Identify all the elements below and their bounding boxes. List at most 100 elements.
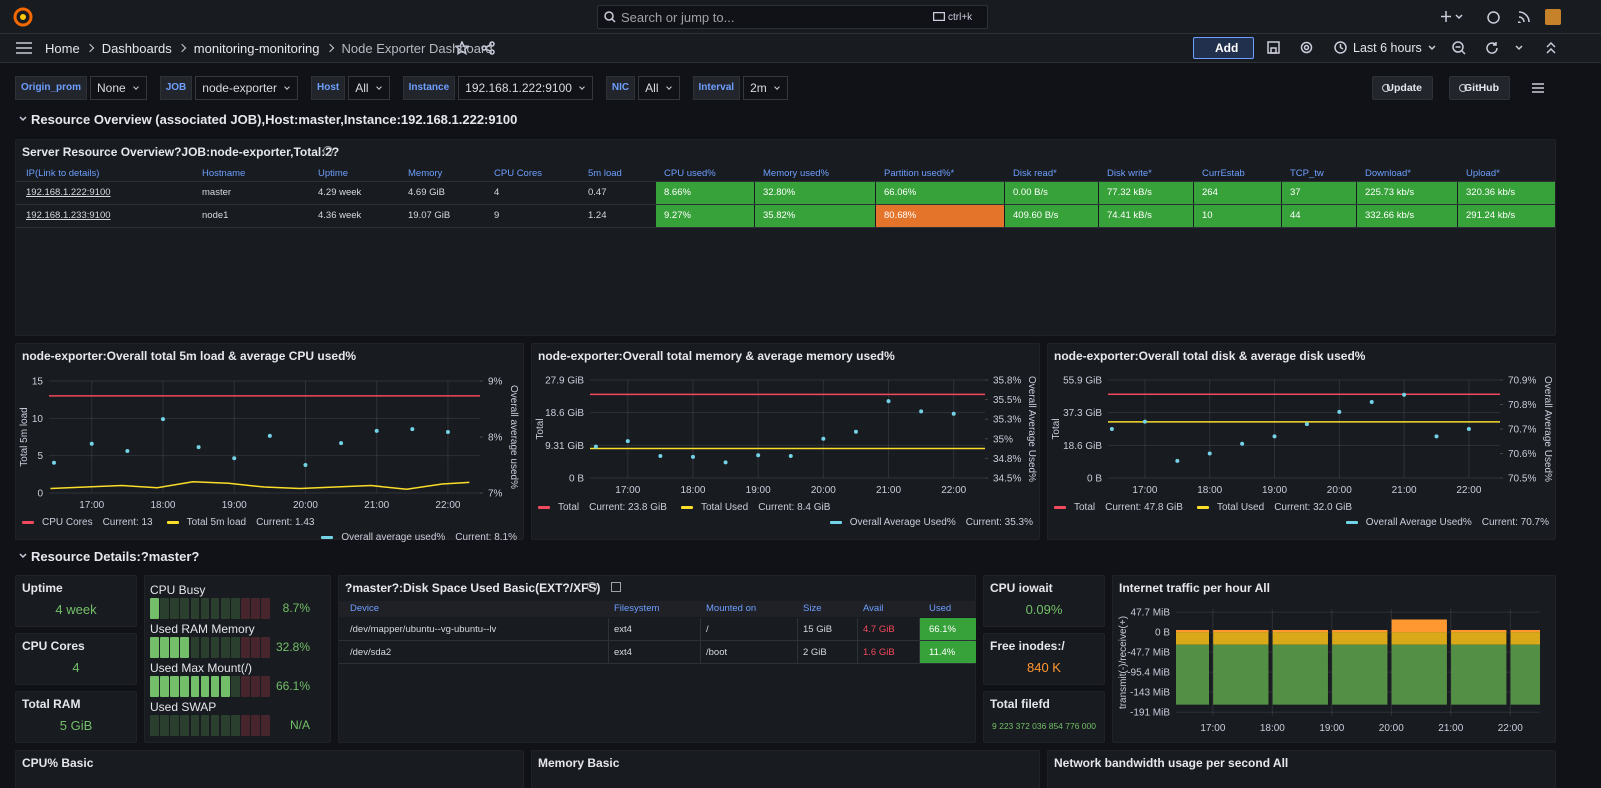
- cell-divider: [608, 641, 609, 663]
- data-point: [658, 454, 663, 459]
- dropdown-caret: [375, 84, 382, 90]
- legend-name[interactable]: Overall average used%: [341, 532, 446, 543]
- data-point: [756, 453, 761, 458]
- settings-icon[interactable]: [1300, 41, 1313, 54]
- table-cell: 11.4%: [929, 647, 956, 658]
- column-header[interactable]: TCP_tw: [1290, 168, 1324, 179]
- column-header[interactable]: Memory used%: [763, 168, 829, 179]
- column-header[interactable]: 5m load: [588, 168, 622, 179]
- column-header[interactable]: Download*: [1365, 168, 1411, 179]
- save-icon[interactable]: [1267, 41, 1280, 54]
- toolbar-button[interactable]: Update: [1372, 76, 1433, 100]
- column-header[interactable]: Avail: [863, 603, 884, 614]
- legend-name[interactable]: Overall Average Used%: [1365, 517, 1472, 528]
- search-box[interactable]: [597, 5, 988, 29]
- row-chevron[interactable]: [19, 116, 27, 122]
- search-placeholder[interactable]: Search or jump to...: [621, 10, 735, 25]
- variable-dropdown[interactable]: All: [638, 76, 680, 100]
- legend-name[interactable]: Total: [558, 502, 580, 513]
- x-tick-label: 20:00: [1379, 723, 1404, 734]
- column-header[interactable]: Filesystem: [614, 603, 660, 614]
- cell-background: [1099, 205, 1193, 227]
- table-cell[interactable]: 192.168.1.233:9100: [26, 210, 111, 221]
- table-cell: 19.07 GiB: [408, 210, 451, 221]
- column-header[interactable]: Disk read*: [1013, 168, 1057, 179]
- variable-dropdown[interactable]: All: [348, 76, 390, 100]
- zoom-out-icon[interactable]: [1452, 41, 1466, 55]
- column-header[interactable]: IP(Link to details): [26, 168, 100, 179]
- legend-name[interactable]: Total Used: [1216, 502, 1265, 513]
- menu-toggle[interactable]: [16, 42, 32, 54]
- panel: [531, 750, 1040, 788]
- column-header[interactable]: Hostname: [202, 168, 246, 179]
- data-point: [339, 441, 344, 446]
- toolbar-button[interactable]: GitHub: [1449, 76, 1510, 100]
- collapse-icon[interactable]: [1545, 41, 1557, 55]
- legend-name[interactable]: Total Used: [700, 502, 749, 513]
- bar-segment: [1391, 632, 1447, 645]
- cell-background: [920, 618, 976, 640]
- refresh-caret[interactable]: [1515, 45, 1523, 51]
- column-header[interactable]: Used: [929, 603, 952, 614]
- gauge-segment: [241, 598, 250, 619]
- cell-divider: [700, 641, 701, 663]
- stat-value: 4 week: [55, 602, 97, 617]
- table-cell: 4.7 GiB: [863, 624, 895, 635]
- breadcrumb-link[interactable]: Dashboards: [101, 40, 172, 56]
- gauge-segment: [190, 676, 200, 697]
- column-header[interactable]: Disk write*: [1107, 168, 1152, 179]
- row-title[interactable]: Resource Overview (associated JOB),Host:…: [31, 112, 518, 127]
- stat-title: CPU Cores: [22, 639, 85, 653]
- table-cell: 32.80%: [763, 187, 796, 198]
- share-icon[interactable]: [481, 41, 495, 55]
- breadcrumb-link[interactable]: Home: [45, 40, 80, 56]
- variable-dropdown[interactable]: 192.168.1.222:9100: [458, 76, 593, 100]
- new-menu[interactable]: [1441, 11, 1465, 23]
- cell-divider: [857, 618, 858, 640]
- dashboard-menu[interactable]: [1532, 83, 1544, 93]
- table-cell[interactable]: 192.168.1.222:9100: [26, 187, 111, 198]
- column-header[interactable]: CPU Cores: [494, 168, 543, 179]
- refresh-icon[interactable]: [1485, 41, 1499, 55]
- column-header[interactable]: CPU used%: [664, 168, 716, 179]
- gauge-segment: [231, 676, 240, 697]
- user-avatar[interactable]: [1545, 9, 1561, 25]
- table-cell: /: [706, 624, 709, 635]
- column-header[interactable]: Device: [350, 603, 380, 614]
- variable-dropdown[interactable]: None: [90, 76, 147, 100]
- gauge-segment: [220, 715, 230, 736]
- bar-segment: [1451, 632, 1507, 645]
- legend-name[interactable]: Overall Average Used%: [849, 517, 956, 528]
- add-button[interactable]: [1193, 37, 1254, 59]
- variable: NIC All: [605, 76, 680, 100]
- row-title[interactable]: Resource Details:?master?: [31, 549, 200, 564]
- column-header[interactable]: Mounted on: [706, 603, 757, 614]
- variable-dropdown[interactable]: 2m: [743, 76, 788, 100]
- add-label[interactable]: Add: [1215, 41, 1239, 55]
- gauge-segment: [180, 676, 189, 697]
- column-header[interactable]: Size: [803, 603, 822, 614]
- row-chevron[interactable]: [19, 553, 27, 559]
- column-header[interactable]: Partition used%*: [884, 168, 955, 179]
- star-icon[interactable]: [455, 41, 469, 55]
- grafana-logo[interactable]: [13, 7, 33, 27]
- time-range[interactable]: Last 6 hours: [1353, 41, 1422, 55]
- chart-panel: [15, 343, 524, 540]
- time-caret[interactable]: [1428, 45, 1436, 51]
- column-header[interactable]: CurrEstab: [1202, 168, 1245, 179]
- stat-value: 4: [72, 660, 80, 675]
- column-header[interactable]: Memory: [408, 168, 443, 179]
- legend-name[interactable]: CPU Cores: [42, 517, 93, 528]
- news-icon[interactable]: [1518, 11, 1530, 23]
- column-header[interactable]: Upload*: [1466, 168, 1500, 179]
- variable-dropdown[interactable]: node-exporter: [195, 76, 298, 100]
- bar-segment: [1213, 632, 1269, 645]
- help-icon[interactable]: [1487, 11, 1500, 24]
- column-header[interactable]: Uptime: [318, 168, 349, 179]
- legend-name[interactable]: Total 5m load: [186, 517, 247, 528]
- bar-segment: [1272, 632, 1328, 645]
- breadcrumb-link[interactable]: monitoring-monitoring: [193, 40, 320, 56]
- legend-name[interactable]: Total: [1074, 502, 1096, 513]
- y-axis-label: Total 5m load: [19, 407, 30, 466]
- data-point: [1109, 427, 1114, 431]
